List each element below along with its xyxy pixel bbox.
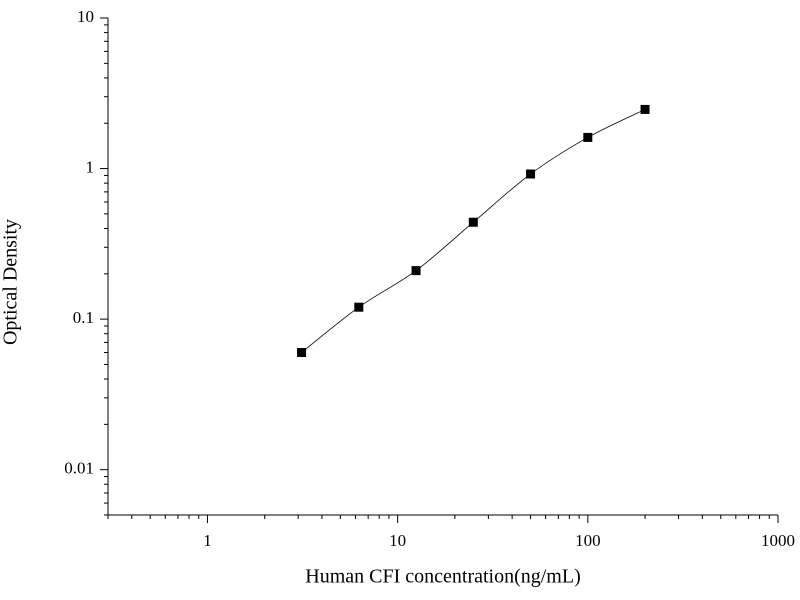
data-point xyxy=(354,302,364,312)
x-tick-label: 1000 xyxy=(761,531,795,550)
data-point xyxy=(526,169,536,179)
y-tick-label: 10 xyxy=(77,7,94,26)
data-point xyxy=(468,217,478,227)
x-axis-title: Human CFI concentration(ng/mL) xyxy=(305,566,581,588)
y-tick-label: 1 xyxy=(86,157,95,176)
data-point xyxy=(640,104,650,114)
x-tick-label: 1 xyxy=(203,531,212,550)
y-tick-label: 0.1 xyxy=(73,308,94,327)
data-point xyxy=(583,132,593,142)
data-point xyxy=(411,266,421,276)
x-tick-label: 10 xyxy=(389,531,406,550)
fit-curve xyxy=(301,109,646,353)
x-tick-label: 100 xyxy=(575,531,601,550)
data-point xyxy=(297,348,307,358)
y-axis-title: Optical Density xyxy=(0,219,22,345)
y-tick-label: 0.01 xyxy=(64,459,94,478)
